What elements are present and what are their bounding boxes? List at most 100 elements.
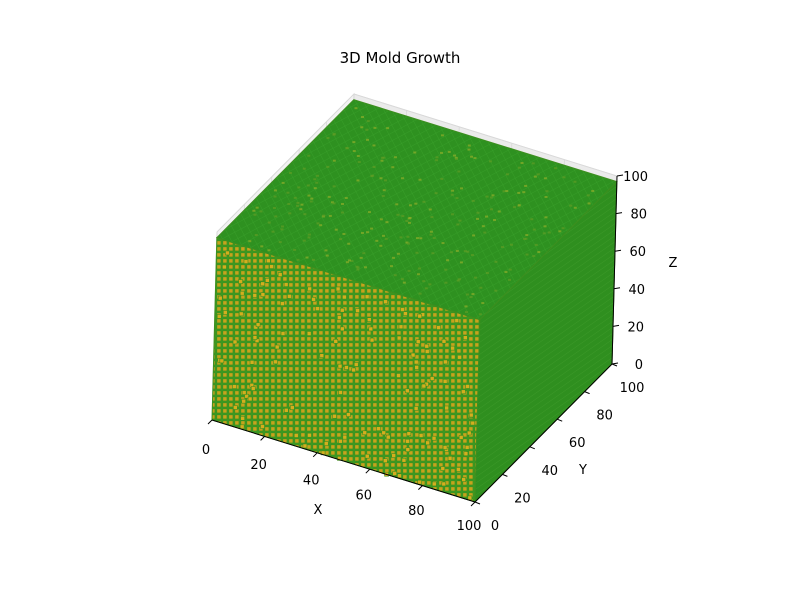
voxel-speckle — [362, 252, 366, 255]
voxel-cube — [413, 359, 419, 365]
voxel-speckle — [483, 231, 487, 234]
voxel-speckle — [302, 239, 306, 242]
voxel-cube — [260, 424, 265, 429]
voxel-cube — [219, 358, 225, 364]
voxel-speckle — [591, 189, 595, 192]
voxel-cube — [391, 453, 396, 458]
voxel-speckle — [307, 194, 311, 197]
voxel-cube — [241, 390, 247, 395]
voxel-speckle — [504, 271, 508, 274]
voxel-speckle — [508, 278, 512, 281]
voxel-cube — [417, 479, 422, 485]
voxel-speckle — [533, 175, 537, 178]
voxel-speckle — [416, 273, 420, 276]
voxel-speckle — [439, 151, 443, 154]
voxel-speckle — [467, 148, 471, 151]
voxel-speckle — [573, 206, 577, 209]
voxel-speckle — [434, 192, 438, 195]
voxel-speckle — [381, 234, 385, 237]
voxel-speckle — [517, 204, 521, 207]
voxel-cube — [249, 360, 255, 365]
voxel-cube — [355, 308, 360, 313]
voxel-speckle — [481, 225, 485, 228]
voxel-speckle — [332, 159, 336, 162]
x-tick-label: 20 — [250, 458, 267, 473]
voxel-cube — [444, 405, 449, 411]
voxel-cube — [364, 294, 370, 300]
voxel-speckle — [313, 187, 317, 190]
voxel-speckle — [293, 196, 297, 199]
voxel-cube — [368, 326, 374, 332]
voxel-speckle — [543, 177, 547, 180]
voxel-speckle — [272, 206, 276, 209]
voxel-speckle — [355, 265, 359, 268]
voxel-speckle — [402, 281, 406, 284]
voxel-cube — [383, 299, 388, 305]
voxel-speckle — [485, 195, 489, 198]
voxel-cube — [274, 344, 280, 350]
voxel-speckle — [373, 126, 377, 129]
voxel-speckle — [431, 252, 435, 255]
x-axis-label: X — [314, 503, 323, 518]
voxel-speckle — [255, 206, 259, 209]
voxel-cube — [364, 453, 370, 459]
voxel-cube — [238, 311, 244, 317]
voxel-speckle — [456, 223, 460, 226]
voxel-speckle — [395, 203, 399, 206]
voxel-speckle — [400, 278, 404, 281]
x-tick-mark — [418, 485, 423, 490]
voxel-speckle — [464, 311, 468, 314]
voxel-speckle — [339, 238, 343, 241]
z-tick-label: 100 — [623, 170, 648, 185]
voxel-cube — [333, 339, 339, 344]
voxel-speckle — [408, 216, 412, 219]
voxel-cube — [392, 471, 398, 476]
voxel-speckle — [417, 267, 421, 270]
voxel-speckle — [517, 166, 521, 169]
voxel-cube — [293, 433, 299, 438]
voxel-cube — [277, 272, 283, 277]
voxel-speckle — [347, 242, 351, 245]
voxel-speckle — [415, 237, 419, 240]
voxel-speckle — [558, 230, 562, 233]
y-tick-label: 0 — [491, 519, 499, 534]
voxel-cube — [410, 352, 416, 358]
voxel-speckle — [451, 213, 455, 216]
voxel-speckle — [460, 187, 464, 190]
voxel-speckle — [325, 254, 329, 257]
voxel-speckle — [307, 236, 311, 239]
voxel-cube — [458, 435, 464, 440]
voxel-cube — [463, 451, 469, 457]
voxel-speckle — [326, 136, 330, 139]
voxel-speckle — [428, 283, 432, 286]
voxel-cube — [405, 438, 410, 444]
voxel-speckle — [432, 237, 436, 240]
voxel-speckle — [379, 177, 383, 180]
voxel-speckle — [450, 193, 454, 196]
voxel-speckle — [273, 189, 277, 192]
voxel-speckle — [365, 138, 369, 141]
voxel-speckle — [344, 197, 348, 200]
voxel-cube — [447, 455, 453, 461]
z-axis-label: Z — [669, 256, 678, 271]
voxel-speckle — [356, 268, 360, 271]
voxel-cube — [222, 310, 228, 315]
voxel-cube — [385, 434, 391, 440]
voxel-speckle — [293, 248, 297, 251]
voxel-cube — [253, 324, 259, 330]
voxel-cube — [238, 279, 243, 284]
voxel-speckle — [544, 195, 548, 198]
voxel-cube — [233, 405, 238, 410]
voxel-speckle — [536, 173, 540, 176]
voxel-speckle — [356, 155, 360, 158]
voxel-speckle — [454, 158, 458, 161]
voxel-cube — [461, 477, 467, 482]
voxel-cube — [398, 324, 404, 330]
voxel-cube — [260, 281, 265, 287]
voxel-speckle — [365, 128, 369, 131]
voxel-cube — [319, 353, 325, 358]
voxel-speckle — [457, 170, 461, 173]
voxel-speckle — [446, 259, 450, 262]
voxel-speckle — [573, 180, 577, 183]
voxel-speckle — [288, 212, 292, 215]
